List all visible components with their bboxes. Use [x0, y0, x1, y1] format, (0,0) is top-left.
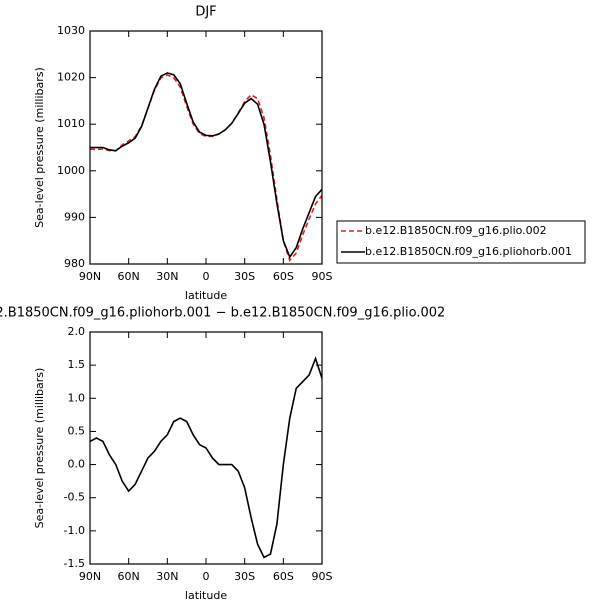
- y-tick-label: 1000: [57, 164, 85, 177]
- x-tick-label: 0: [203, 570, 210, 583]
- x-tick-label: 30S: [234, 270, 255, 283]
- x-tick-label: 90S: [312, 270, 333, 283]
- x-tick-label: 30N: [156, 270, 178, 283]
- x-tick-label: 90S: [312, 570, 333, 583]
- x-axis-label: latitude: [185, 589, 227, 602]
- y-tick-label: 1020: [57, 71, 85, 84]
- y-tick-label: 1.0: [68, 391, 86, 404]
- x-tick-label: 30S: [234, 570, 255, 583]
- y-tick-label: 0.0: [68, 458, 86, 471]
- data-line: [90, 72, 322, 259]
- x-tick-label: 30N: [156, 570, 178, 583]
- legend-label: b.e12.B1850CN.f09_g16.pliohorb.001: [365, 245, 572, 258]
- y-tick-label: 2.0: [68, 325, 86, 338]
- chart-title: DJF: [195, 5, 216, 20]
- plot-frame: [89, 30, 323, 265]
- plot-frame: [89, 331, 323, 565]
- y-tick-label: -1.5: [64, 557, 85, 570]
- y-tick-label: 0.5: [68, 424, 86, 437]
- legend-label: b.e12.B1850CN.f09_g16.plio.002: [365, 224, 547, 237]
- y-axis-label: Sea-level pressure (millibars): [33, 368, 46, 529]
- y-tick-label: 990: [64, 210, 85, 223]
- x-tick-label: 60S: [273, 570, 294, 583]
- legend-box: [336, 220, 586, 264]
- y-tick-label: 1.5: [68, 358, 86, 371]
- y-tick-label: -1.0: [64, 524, 85, 537]
- y-tick-label: 980: [64, 257, 85, 270]
- y-tick-label: -0.5: [64, 491, 85, 504]
- x-tick-label: 60N: [118, 270, 140, 283]
- y-tick-label: 1030: [57, 24, 85, 37]
- x-tick-label: 90N: [79, 570, 101, 583]
- data-line: [90, 74, 322, 262]
- data-line: [90, 356, 322, 559]
- x-axis-label: latitude: [185, 289, 227, 302]
- y-tick-label: 1010: [57, 117, 85, 130]
- x-tick-label: 90N: [79, 270, 101, 283]
- y-axis-label: Sea-level pressure (millibars): [33, 67, 46, 228]
- chart-title: b.e12.B1850CN.f09_g16.pliohorb.001 − b.e…: [0, 306, 445, 321]
- x-tick-label: 0: [203, 270, 210, 283]
- x-tick-label: 60N: [118, 570, 140, 583]
- x-tick-label: 60S: [273, 270, 294, 283]
